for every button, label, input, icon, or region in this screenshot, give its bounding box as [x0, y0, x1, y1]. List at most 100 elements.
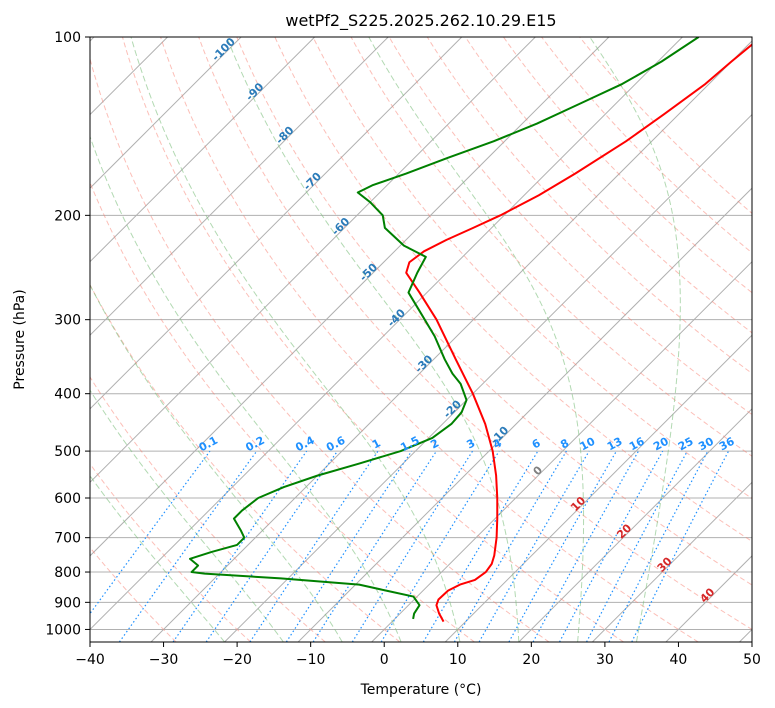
x-tick-label: −10 [296, 652, 326, 668]
x-axis-label: Temperature (°C) [360, 682, 482, 698]
sounding-series [189, 37, 752, 623]
isotherm-label: -20 [441, 397, 464, 420]
mixing-ratio-line [172, 450, 308, 642]
dry-adiabat-line [579, 37, 752, 214]
mixing-ratio-line [312, 450, 437, 642]
chart-title: wetPf2_S225.2025.262.10.29.E15 [285, 11, 556, 31]
mixing-ratio-label: 1 [370, 436, 383, 451]
isotherm-label: -30 [412, 352, 435, 375]
x-tick-label: −30 [149, 652, 179, 668]
y-tick-label: 400 [54, 387, 81, 403]
dry-adiabat-line [198, 37, 752, 631]
isotherm-line [444, 334, 752, 642]
moist-adiabat-line [130, 37, 461, 642]
y-axis-label: Pressure (hPa) [12, 289, 28, 389]
mixing-ratio-label: 13 [605, 435, 625, 454]
dry-adiabat-line [503, 37, 752, 294]
y-tick-label: 900 [54, 595, 81, 611]
y-axis: 100 200 300 400 500 600 700 800 900 1000 [45, 30, 90, 638]
mixing-ratio-label: 16 [627, 435, 647, 454]
y-tick-label: 600 [54, 491, 81, 507]
mixing-ratio-line [285, 450, 413, 642]
isotherm-line [90, 37, 242, 189]
isotherm-line [518, 408, 752, 642]
isotherm-label: -100 [209, 35, 238, 64]
isotherm-line [90, 37, 389, 336]
y-tick-label: 200 [54, 208, 81, 224]
isotherm-label: -50 [357, 260, 380, 283]
x-tick-label: 10 [449, 652, 467, 668]
y-tick-label: 800 [54, 565, 81, 581]
y-tick-label: 100 [54, 30, 81, 46]
mixing-ratio-line [90, 450, 211, 615]
moist-adiabat-line [90, 389, 284, 642]
dry-adiabat-line [160, 37, 699, 642]
dewpoint-profile-line [189, 37, 700, 620]
y-tick-label: 1000 [45, 622, 81, 638]
mixing-ratio-line [205, 450, 338, 642]
mixing-ratio-label: 2 [428, 436, 441, 451]
dry-adiabat-line [426, 37, 752, 375]
dry-adiabat-line [541, 37, 752, 254]
dry-adiabat-line [90, 283, 401, 642]
mixing-ratio-line [453, 450, 567, 642]
x-tick-label: 40 [670, 652, 688, 668]
x-tick-label: 50 [743, 652, 761, 668]
x-tick-label: 20 [522, 652, 540, 668]
isotherm-line [371, 260, 752, 642]
isotherm-line [90, 37, 536, 484]
moist-adiabat-line [90, 135, 402, 642]
isotherm-line [90, 37, 610, 557]
y-tick-label: 500 [54, 444, 81, 460]
mixing-ratio-line [631, 450, 730, 642]
dry-adiabat-line [388, 37, 752, 416]
y-tick-label: 700 [54, 531, 81, 547]
isotherm-line [665, 555, 752, 642]
mixing-ratio-line [508, 450, 617, 642]
isotherm-line [90, 37, 683, 631]
moist-adiabat-line [589, 37, 681, 642]
mixing-ratio-line [422, 450, 539, 642]
dry-adiabat-line [274, 37, 752, 542]
dry-adiabat-line [90, 57, 550, 642]
isotherm-label: -80 [273, 124, 296, 147]
mixing-ratio-label: 3 [465, 436, 478, 451]
mixing-ratio-line [586, 450, 688, 642]
isotherm-line [224, 113, 752, 642]
isotherm-label: -60 [329, 215, 352, 238]
isotherm-line [90, 37, 463, 410]
x-tick-label: −20 [222, 652, 252, 668]
isotherm-line [150, 40, 752, 642]
x-tick-label: 0 [380, 652, 389, 668]
background-lines [90, 37, 752, 642]
mixing-ratio-line [380, 450, 500, 642]
moist-adiabat-line [368, 37, 585, 642]
isotherm-line [90, 37, 316, 263]
y-tick-label: 300 [54, 313, 81, 329]
mixing-ratio-label: 30 [696, 435, 716, 454]
temperature-profile-line [405, 43, 752, 623]
moist-adiabat-label: 10 [568, 494, 588, 514]
isotherm-label: -70 [301, 170, 324, 193]
isotherm-line [739, 628, 752, 642]
mixing-ratio-label: 6 [530, 436, 543, 451]
mixing-ratio-label: 36 [717, 435, 737, 454]
dry-adiabat-line [464, 37, 752, 334]
dry-adiabat-line [236, 37, 752, 586]
x-tick-label: 30 [596, 652, 614, 668]
dry-adiabat-line [350, 37, 752, 457]
mixing-ratio-line [608, 450, 709, 642]
mixing-ratio-line [558, 450, 664, 642]
x-tick-label: −40 [75, 652, 105, 668]
moist-adiabat-line [90, 474, 225, 642]
mixing-ratio-label: 20 [651, 435, 671, 454]
mixing-ratio-line [532, 450, 640, 642]
moist-adiabat-line [226, 37, 520, 642]
mixing-ratio-line [249, 450, 379, 642]
dry-adiabat-line [90, 181, 475, 642]
moist-adiabat-label: 20 [614, 521, 634, 541]
dry-adiabat-line [121, 37, 624, 642]
dry-adiabat-line [90, 376, 326, 642]
isotherm-line [591, 481, 752, 642]
